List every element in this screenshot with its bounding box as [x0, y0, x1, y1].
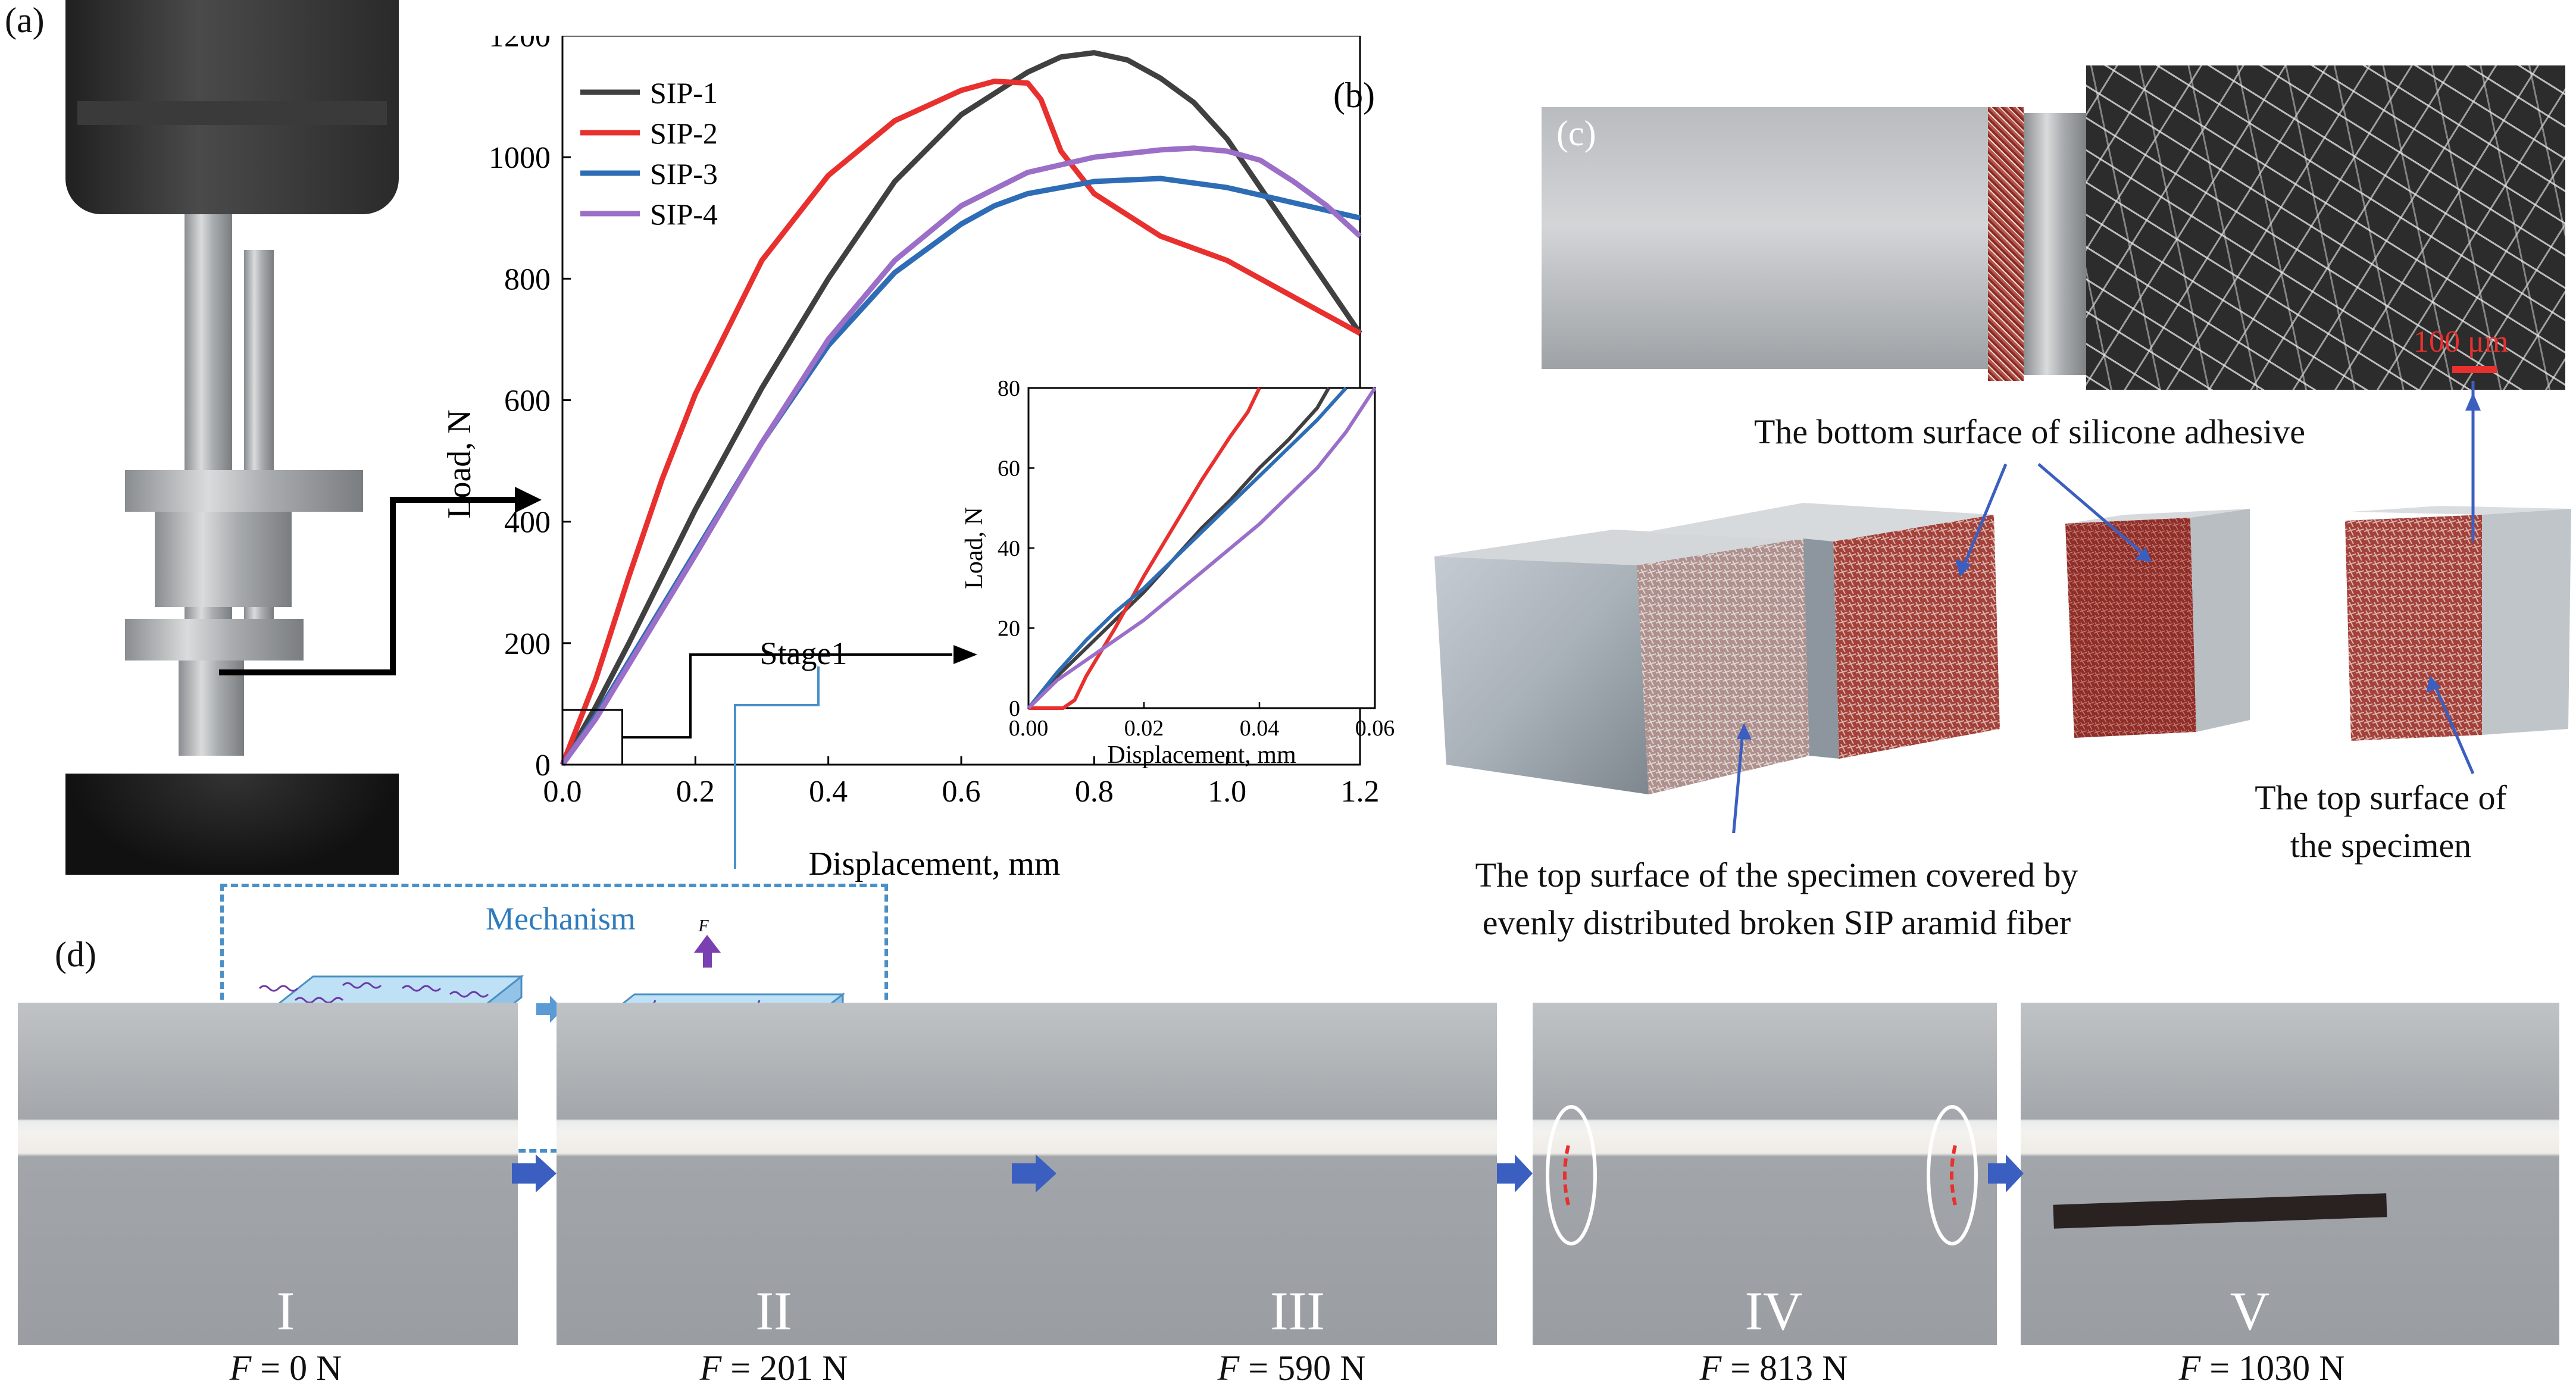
inset-y-tick-label: 80 [998, 376, 1020, 401]
stage-numeral: IV [1745, 1281, 1803, 1341]
inset-series-line-sip-2 [1028, 387, 1261, 710]
inset-y-tick-label: 0 [1009, 696, 1020, 721]
series-line-sip-4 [560, 145, 1362, 766]
y-tick-label: 0 [535, 749, 551, 782]
x-tick-label: 0.8 [1075, 775, 1114, 809]
panel-label-c: (c) [1556, 114, 1596, 153]
panel-label-b: (b) [1333, 76, 1375, 115]
stage-iv-crack-markers [1546, 1105, 1978, 1245]
fracture-specimens-photo [1434, 503, 2571, 794]
stage-numeral: III [1270, 1281, 1325, 1341]
y-tick-label: 1200 [489, 36, 551, 54]
panel-c-callouts [1732, 381, 2481, 833]
y-tick-label: 800 [504, 262, 551, 296]
legend-label: SIP-1 [650, 76, 718, 109]
force-label-top: F [698, 917, 709, 935]
stage-arrows [512, 1154, 2024, 1192]
mechanism-title: Mechanism [486, 901, 636, 937]
aluminum-plate-photo [1542, 107, 2000, 369]
stage-photo-2 [557, 1003, 1056, 1345]
x-tick-label: 1.2 [1341, 775, 1380, 809]
scale-bar-label: 100 μm [2414, 325, 2509, 359]
stage-photo-4 [1533, 1003, 1997, 1345]
force-label-stage-3: F = 590 N [1217, 1348, 1366, 1388]
force-label-stage-2: F = 201 N [699, 1348, 848, 1388]
sem-micrograph: 100 μm [2086, 65, 2565, 390]
stage-numeral: II [755, 1281, 792, 1341]
annotation-bottom-surface: The bottom surface of silicone adhesive [1753, 412, 2306, 451]
x-tick-label: 0.0 [543, 775, 582, 809]
legend-label: SIP-3 [650, 157, 718, 190]
panel-label-d: (d) [55, 935, 96, 974]
inset-frame [1027, 387, 1376, 709]
series-line-sip-1 [560, 50, 1362, 766]
inset-y-tick-label: 40 [998, 536, 1020, 561]
scale-bar [2452, 366, 2497, 373]
annotation-top-surface-covered-line1: The top surface of the specimen covered … [1475, 856, 2078, 894]
inset-series-line-sip-3 [1027, 386, 1348, 709]
x-tick-label: 0.2 [676, 775, 715, 809]
panel-label-a: (a) [5, 1, 45, 40]
inset-x-axis-title: Displacement, mm [1107, 741, 1296, 769]
force-label-stage-1: F = 0 N [229, 1348, 342, 1388]
inset-y-tick-label: 60 [998, 456, 1020, 481]
x-tick-label: 0.6 [942, 775, 981, 809]
plate-tip-photo [2024, 113, 2089, 375]
force-label-stage-5: F = 1030 N [2178, 1348, 2345, 1388]
annotation-top-surface-line1: The top surface of [2255, 778, 2507, 817]
inset-series-line-sip-4 [1027, 387, 1377, 710]
stage-photo-3 [1056, 1003, 1497, 1345]
x-axis-title: Displacement, mm [808, 846, 1060, 882]
stage-numeral: I [276, 1281, 295, 1341]
y-tick-label: 200 [504, 627, 551, 661]
annotation-top-surface-line2: the specimen [2290, 826, 2472, 865]
stage-photo-5 [2021, 1003, 2559, 1345]
series-line-sip-2 [559, 79, 1362, 766]
legend-label: SIP-4 [650, 198, 718, 231]
stage1-arrowhead [954, 645, 977, 664]
force-label-stage-4: F = 813 N [1699, 1348, 1848, 1388]
inset-y-tick-label: 20 [998, 616, 1020, 641]
y-axis-title: Load, N [441, 409, 478, 519]
inset-x-tick-label: 0.02 [1124, 716, 1164, 741]
connector-arrow-a-to-b [219, 487, 542, 675]
y-tick-label: 400 [504, 506, 551, 540]
inset-x-tick-label: 0.00 [1009, 716, 1049, 741]
stage-numeral: V [2230, 1281, 2270, 1341]
annotation-top-surface-covered-line2: evenly distributed broken SIP aramid fib… [1482, 903, 2071, 942]
inset-y-axis-title: Load, N [961, 507, 988, 589]
legend-label: SIP-2 [650, 117, 718, 150]
stage1-connector [622, 653, 952, 739]
inset-x-tick-label: 0.04 [1240, 716, 1280, 741]
testing-machine-photo [65, 0, 399, 875]
x-tick-label: 1.0 [1208, 775, 1246, 809]
y-tick-label: 600 [504, 384, 551, 418]
y-tick-label: 1000 [489, 141, 551, 175]
inset-x-tick-label: 0.06 [1355, 716, 1395, 741]
x-tick-label: 0.4 [809, 775, 848, 809]
stage-photo-1 [18, 1003, 518, 1345]
adhesive-layer-photo [1988, 107, 2024, 381]
mechanism-connector [734, 666, 820, 869]
load-displacement-chart: (b) Displacement, mm Load, N Stage1 0.0 0… [441, 36, 1395, 882]
